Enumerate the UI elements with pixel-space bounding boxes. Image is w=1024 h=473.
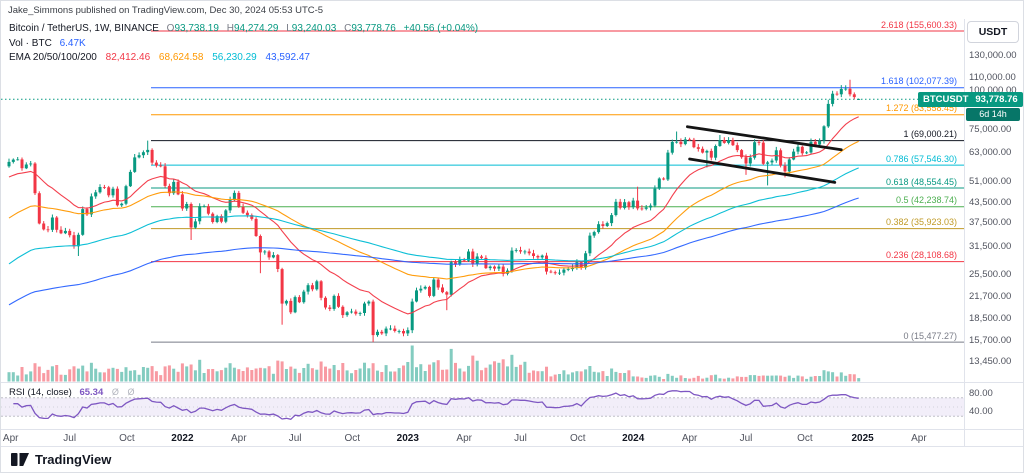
ohlc-low-value: 93,240.03 — [291, 23, 337, 34]
ohlc-close-value: 93,778.76 — [351, 23, 396, 34]
tradingview-logo-icon — [11, 453, 29, 466]
ema-label: EMA 20/50/100/200 — [9, 52, 97, 63]
ohlc-open-label: O — [166, 23, 175, 34]
change-value: +40.56 (+0.04%) — [403, 23, 479, 34]
rsi-hidden-value-icon: Ø — [111, 387, 119, 397]
rsi-legend-row: RSI (14, close) 65.34 Ø Ø — [9, 387, 135, 398]
footer-bar: TradingView — [1, 446, 1023, 472]
ema20-value: 82,412.46 — [105, 52, 151, 63]
rsi-hidden-value-icon: Ø — [127, 387, 135, 397]
ohlc-open-value: 93,738.19 — [174, 23, 219, 34]
ohlc-high-value: 94,274.29 — [233, 23, 279, 34]
bar-countdown-badge: 6d 14h — [966, 108, 1020, 121]
rsi-label: RSI (14, close) — [9, 387, 72, 398]
symbol-legend-row: Bitcoin / TetherUS, 1W, BINANCE O93,738.… — [9, 23, 478, 34]
ohlc-close-label: C — [344, 23, 352, 34]
volume-legend-row: Vol · BTC 6.47K — [9, 38, 86, 49]
price-badge-symbol: BTCUSDT — [923, 94, 969, 105]
ema100-value: 56,230.29 — [212, 52, 257, 63]
price-badge-price: 93,778.76 — [975, 94, 1018, 105]
currency-axis-label: USDT — [967, 21, 1019, 43]
published-byline: Jake_Simmons published on TradingView.co… — [8, 5, 324, 16]
ohlc-high-label: H — [226, 23, 234, 34]
price-badge: BTCUSDT 93,778.76 — [918, 92, 1023, 107]
rsi-value: 65.34 — [79, 387, 104, 398]
tradingview-brand[interactable]: TradingView — [35, 452, 112, 467]
volume-value: 6.47K — [59, 38, 86, 49]
ema-legend-row: EMA 20/50/100/200 82,412.46 68,624.58 56… — [9, 52, 310, 63]
ema200-value: 43,592.47 — [265, 52, 310, 63]
ema50-value: 68,624.58 — [158, 52, 204, 63]
ohlc-low-label: L — [286, 23, 292, 34]
volume-label: Vol · BTC — [9, 38, 52, 49]
symbol-title: Bitcoin / TetherUS, 1W, BINANCE — [9, 23, 159, 34]
